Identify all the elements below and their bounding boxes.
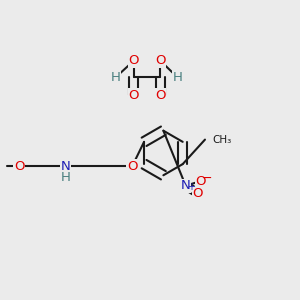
Text: N: N (181, 179, 190, 192)
Text: H: H (111, 71, 121, 84)
Text: H: H (172, 71, 182, 84)
Text: +: + (187, 182, 195, 192)
Text: N: N (61, 160, 70, 173)
Text: O: O (155, 88, 166, 101)
Text: −: − (202, 172, 212, 185)
Text: CH₃: CH₃ (212, 135, 232, 145)
Text: H: H (61, 171, 70, 184)
Text: O: O (192, 187, 203, 200)
Text: O: O (14, 160, 25, 173)
Text: O: O (127, 160, 137, 173)
Text: O: O (195, 175, 206, 188)
Text: O: O (128, 88, 139, 101)
Text: O: O (128, 54, 139, 67)
Text: O: O (155, 54, 166, 67)
